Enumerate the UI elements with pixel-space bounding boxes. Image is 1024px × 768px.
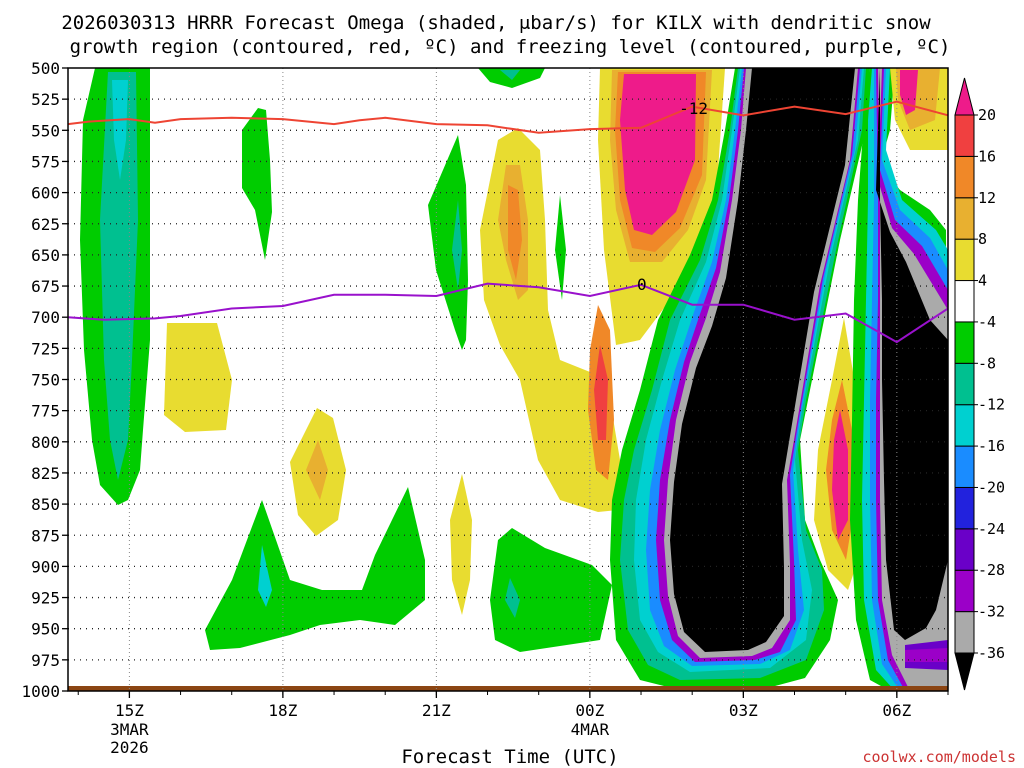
y-tick-label: 750	[31, 371, 60, 390]
credit-text: coolwx.com/models	[862, 748, 1016, 766]
x-tick-label: 21Z	[422, 701, 451, 720]
colorbar-label: -16	[978, 437, 1005, 455]
colorbar-label: -4	[978, 313, 996, 331]
omega-fill-ascent-1400-core	[112, 80, 128, 180]
y-tick-label: 825	[31, 464, 60, 483]
y-tick-label: 650	[31, 246, 60, 265]
x-tick-label: 03Z	[729, 701, 758, 720]
y-tick-label: 725	[31, 339, 60, 358]
colorbar-min-arrow	[954, 652, 975, 691]
y-tick-label: 525	[31, 90, 60, 109]
omega-fill-lowlevel-0530-core	[905, 648, 948, 662]
x-tick-label: 15Z	[115, 701, 144, 720]
freezing-contour-label: 0	[637, 275, 647, 294]
x-tick-sublabel-date: 4MAR	[571, 720, 610, 739]
colorbar-cell	[954, 569, 975, 613]
x-tick-sublabel-year: 2026	[110, 738, 149, 757]
y-tick-label: 575	[31, 152, 60, 171]
y-tick-label: 975	[31, 651, 60, 670]
omega-fill-ascent-2130-top-core	[500, 70, 520, 80]
omega-fill-ascent-0600-core	[876, 68, 948, 640]
ground-band	[68, 686, 948, 691]
colorbar-cell	[954, 404, 975, 447]
y-tick-label: 550	[31, 121, 60, 140]
colorbar-cell	[954, 528, 975, 571]
omega-fill-descent-0500-core	[832, 410, 848, 540]
colorbar-label: 8	[978, 230, 987, 248]
colorbar-label: 4	[978, 272, 987, 290]
x-tick-label: 06Z	[882, 701, 911, 720]
y-tick-label: 925	[31, 589, 60, 608]
x-tick-sublabel-date: 3MAR	[110, 720, 149, 739]
colorbar-label: 20	[978, 106, 996, 124]
dgz-contour-minus12	[67, 100, 949, 134]
omega-fill-ascent-1400-inner	[100, 72, 138, 480]
colorbar-label: -12	[978, 396, 1005, 414]
colorbar-cell	[954, 114, 975, 157]
y-tick-label: 950	[31, 620, 60, 639]
colorbar-max-arrow	[954, 77, 975, 116]
colorbar-cell	[954, 486, 975, 530]
colorbar-label: -8	[978, 354, 996, 372]
omega-fill-descent-0100-core	[620, 74, 696, 235]
y-tick-label: 1000	[21, 682, 60, 701]
y-tick-label: 850	[31, 495, 60, 514]
y-tick-label: 625	[31, 215, 60, 234]
x-tick-label: 00Z	[575, 701, 604, 720]
colorbar-label: -24	[978, 520, 1005, 538]
x-tick-label: 18Z	[268, 701, 297, 720]
omega-fill-descent-2030	[450, 474, 472, 615]
colorbar-cell	[954, 238, 975, 282]
dgz-contour-label: -12	[679, 99, 708, 118]
colorbar-label: -20	[978, 478, 1005, 496]
y-tick-label: 800	[31, 433, 60, 452]
colorbar-label: -28	[978, 561, 1005, 579]
colorbar-cell	[954, 155, 975, 199]
omega-fill-lowlevel-ascent-core	[258, 545, 272, 607]
y-tick-label: 600	[31, 184, 60, 203]
colorbar-cell	[954, 445, 975, 488]
omega-fill-ascent-2230-low	[490, 528, 612, 652]
chart-title-line2: growth region (contoured, red, ºC) and f…	[70, 36, 951, 58]
colorbar-cell	[954, 611, 975, 654]
colorbar: -36 -32 -28 -24 -20 -16 -12 -8 -4 4 8 12 16 20	[954, 77, 1005, 691]
colorbar-cell	[954, 197, 975, 240]
colorbar-label: 12	[978, 189, 996, 207]
y-tick-label: 675	[31, 277, 60, 296]
y-tick-label: 775	[31, 402, 60, 421]
y-tick-label: 700	[31, 308, 60, 327]
y-tick-label: 500	[31, 59, 60, 78]
y-tick-label: 875	[31, 526, 60, 545]
omega-fill-descent-2200-l3	[508, 185, 522, 280]
colorbar-cell	[954, 321, 975, 364]
x-axis-title: Forecast Time (UTC)	[401, 746, 618, 768]
colorbar-label: 16	[978, 147, 996, 165]
omega-fill-descent-2330-core	[594, 345, 608, 440]
omega-fill-descent-1800-core	[306, 440, 328, 500]
omega-fill-ascent-1645	[242, 108, 272, 260]
colorbar-cell	[954, 362, 975, 406]
omega-fill-ascent-2045-core	[452, 200, 462, 290]
omega-fill-ascent-2300	[555, 195, 566, 300]
omega-fill-ascent-2045	[428, 135, 468, 350]
y-tick-label: 900	[31, 557, 60, 576]
omega-fill-lowlevel-ascent	[205, 487, 425, 650]
colorbar-label: -36	[978, 644, 1005, 662]
freezing-contour-0	[67, 282, 949, 344]
y-axis: 500 525 550 575 600 625 650 675 700 725 750 775 800 8…	[21, 59, 68, 701]
colorbar-label: -32	[978, 603, 1005, 621]
colorbar-cell	[954, 280, 975, 323]
chart-title-line1: 2026030313 HRRR Forecast Omega (shaded, …	[61, 12, 931, 34]
omega-fill-ascent-0200-core	[670, 68, 855, 652]
plot-area: -12 0	[67, 67, 949, 692]
omega-fill-descent-1530	[164, 323, 232, 432]
